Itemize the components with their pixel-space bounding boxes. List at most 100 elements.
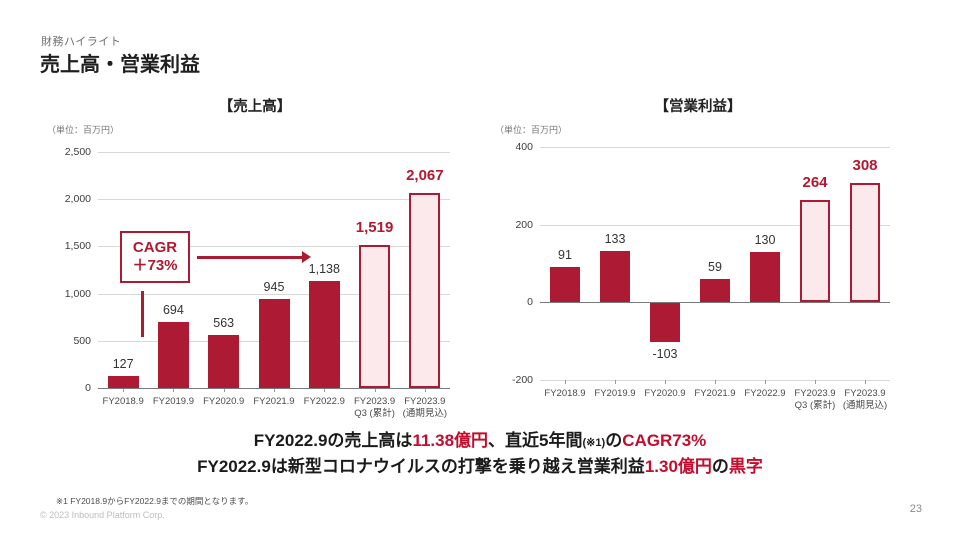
page-number: 23 (909, 503, 922, 515)
bar (800, 199, 830, 303)
y-tick-label: -200 (511, 374, 533, 386)
x-category-label: FY2021.9 (694, 388, 736, 399)
message-segment: 、直近5年間 (488, 431, 583, 450)
bar (359, 244, 391, 388)
x-axis-tick (615, 380, 616, 384)
revenue-chart-panel: 【売上高】 （単位：百万円） 2,500 2,000 1,500 1,000 500 0 1… (40, 95, 470, 440)
bar (550, 266, 580, 303)
x-axis-tick (715, 380, 716, 384)
message-segment: 1.30億円 (644, 457, 712, 477)
x-category-label: FY2018.9 (102, 396, 144, 407)
message-segment: (※1) (582, 437, 606, 449)
x-category-label: FY2023.9 Q3 (累計) (353, 396, 396, 420)
bar (750, 251, 780, 303)
message-segment: の (711, 457, 729, 477)
message-segment: CAGR73% (622, 431, 707, 450)
bar (650, 302, 680, 343)
y-tick-label: 1,000 (64, 287, 91, 300)
y-tick-label: 2,000 (64, 193, 91, 206)
revenue-unit-label: （単位：百万円） (47, 125, 120, 135)
message-segment: 黒字 (728, 457, 763, 477)
y-tick-label: 0 (527, 296, 533, 309)
x-axis-tick (665, 380, 666, 384)
zero-axis-line (540, 302, 890, 304)
x-category-label: FY2021.9 (253, 396, 295, 407)
bar-value-label: 2,067 (406, 166, 444, 184)
revenue-chart-title: 【売上高】 (218, 99, 292, 115)
gridline (98, 152, 450, 153)
message-segment: 11.38億円 (412, 431, 489, 450)
x-category-label: FY2018.9 (544, 388, 586, 399)
bar (409, 192, 441, 388)
x-axis-tick (123, 388, 125, 392)
bar (850, 182, 880, 303)
x-category-label: FY2023.9 Q3 (累計) (794, 388, 836, 412)
x-category-label: FY2019.9 (594, 388, 636, 399)
y-tick-label: 0 (85, 382, 91, 394)
bar-value-label: 945 (263, 279, 285, 294)
footnote: ※1 FY2018.9からFY2022.9までの期間となります。 (56, 496, 254, 506)
x-axis-tick (173, 388, 175, 392)
x-axis-tick (374, 388, 376, 392)
message-segment: の (605, 431, 623, 450)
x-axis-tick (274, 388, 275, 392)
operating-profit-chart-panel: 【営業利益】 （単位：百万円） 400 200 0 -200 91 FY2018.9 133… (488, 95, 908, 440)
gridline (98, 199, 450, 201)
zero-axis-line (98, 388, 450, 389)
bar-value-label: 1,138 (308, 261, 340, 276)
bar (700, 279, 730, 303)
summary-message-line2: FY2022.9は新型コロナウイルスの打撃を乗り越え営業利益1.30億円の黒字 (0, 454, 960, 480)
bar-value-label: 1,519 (355, 218, 394, 236)
x-axis-tick (815, 380, 816, 384)
x-axis-tick (765, 380, 766, 384)
x-category-label: FY2023.9 (通期見込) (842, 388, 888, 412)
bar (208, 334, 240, 388)
revenue-chart-plot: 2,500 2,000 1,500 1,000 500 0 127 FY2018.9 694 FY… (65, 146, 450, 419)
cagr-annotation-line2: ＋73% (132, 257, 178, 274)
gridline (540, 224, 890, 226)
y-tick-label: 500 (73, 334, 91, 347)
gridline (540, 147, 890, 148)
message-segment: FY2022.9は新型コロナウイルスの打撃を乗り越え営業利益 (197, 457, 645, 477)
cagr-annotation-box: CAGR ＋73% (120, 231, 190, 283)
operating-profit-chart-title: 【営業利益】 (654, 99, 742, 115)
x-category-label: FY2023.9 (通期見込) (402, 396, 447, 420)
cagr-annotation-arrow (197, 252, 311, 262)
cagr-annotation-vline (141, 291, 144, 337)
x-category-label: FY2022.9 (303, 396, 345, 407)
bar-value-label: 264 (802, 173, 828, 191)
x-axis-tick (223, 388, 225, 392)
message-segment: FY2022.9の売上高は (253, 431, 413, 450)
page-title: 売上高・営業利益 (40, 54, 200, 76)
bar (308, 280, 340, 388)
bar (258, 298, 290, 388)
bar-value-label: 694 (162, 303, 184, 318)
x-axis-tick (424, 388, 426, 392)
bar-value-label: 59 (708, 260, 722, 275)
bar-value-label: 127 (112, 357, 134, 371)
cagr-annotation-line1: CAGR (132, 239, 178, 256)
bar-value-label: -103 (652, 347, 678, 362)
x-category-label: FY2020.9 (644, 388, 686, 399)
bar-value-label: 91 (558, 247, 572, 262)
bar-value-label: 308 (852, 156, 878, 174)
x-axis-tick (324, 388, 326, 392)
x-category-label: FY2022.9 (744, 388, 786, 399)
y-tick-label: 2,500 (64, 146, 91, 158)
gridline (98, 246, 450, 248)
operating-profit-chart-plot: 400 200 0 -200 91 FY2018.9 133 FY2019.9 -103 FY20… (512, 141, 890, 411)
x-category-label: FY2020.9 (203, 396, 245, 407)
x-axis-tick (565, 380, 566, 384)
x-axis-tick (865, 380, 866, 384)
summary-message: FY2022.9の売上高は11.38億円、直近5年間(※1)のCAGR73% F… (0, 428, 960, 481)
x-category-label: FY2019.9 (152, 396, 195, 407)
bar (107, 376, 139, 388)
operating-profit-unit-label: （単位：百万円） (495, 125, 568, 135)
y-tick-label: 1,500 (64, 240, 91, 253)
summary-message-line1: FY2022.9の売上高は11.38億円、直近5年間(※1)のCAGR73% (0, 428, 960, 454)
copyright: © 2023 Inbound Platform Corp. (40, 510, 165, 520)
section-kicker: 財務ハイライト (41, 36, 122, 48)
y-tick-label: 200 (515, 218, 533, 231)
bar (157, 322, 189, 388)
